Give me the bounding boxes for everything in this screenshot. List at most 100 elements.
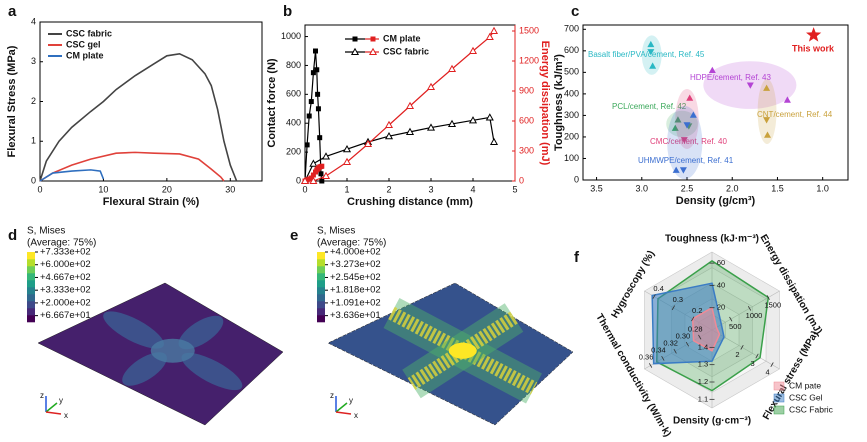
- y2-axis-label: Energy dissipation (mJ): [539, 41, 551, 166]
- y-axis-label: Contact force (N): [266, 58, 278, 148]
- data-point: [489, 137, 499, 146]
- x-tick-label: 1: [344, 184, 349, 194]
- legend-swatch: [773, 393, 785, 403]
- data-point: [342, 144, 352, 153]
- y2-tick-label: 300: [519, 145, 534, 155]
- stress-arm: [178, 315, 224, 350]
- radar-tick: [755, 353, 759, 359]
- y-axis-label: Toughness (kJ/m³): [553, 54, 565, 151]
- y-tick-label: 1: [31, 136, 36, 146]
- triad-label: x: [64, 411, 68, 420]
- data-point: [426, 82, 436, 91]
- colorbar-label: +4.000e+02: [330, 247, 381, 258]
- legend-marker: [352, 36, 358, 42]
- data-point: [649, 62, 657, 69]
- legend-label: CSC fabric: [66, 28, 112, 38]
- y-tick-label: 1000: [281, 31, 301, 41]
- colorbar-label: +2.000e+02: [40, 297, 91, 308]
- radar-tick: [648, 363, 653, 368]
- radar-axis-label: Density (g·cm⁻³): [673, 416, 751, 427]
- group-label: HDPE/cement, Ref. 43: [690, 73, 771, 82]
- data-point: [683, 122, 691, 129]
- x-tick-label: 3.0: [636, 183, 649, 193]
- x-tick-label: 2.0: [726, 183, 739, 193]
- mesh-dots: [327, 282, 574, 426]
- colorbar-band: [27, 301, 35, 309]
- radar-tick: [685, 341, 690, 347]
- colorbar-label: +3.636e+01: [330, 310, 381, 321]
- data-point: [315, 91, 321, 97]
- colorbar-band: [27, 315, 35, 323]
- data-point: [319, 163, 325, 169]
- group-halo: [667, 105, 703, 180]
- data-point: [313, 48, 318, 54]
- data-point: [426, 123, 436, 131]
- legend-title: S, Mises: [27, 226, 65, 237]
- radar-tick: [747, 305, 752, 311]
- colorbar-label: +1.818e+02: [330, 285, 381, 296]
- x-tick-label: 1.5: [771, 183, 784, 193]
- data-point: [468, 116, 478, 124]
- radar-tick-label: 2: [735, 350, 739, 359]
- triad-label: z: [40, 391, 44, 400]
- data-point: [746, 82, 754, 89]
- radar-tick-label: 20: [717, 303, 725, 312]
- colorbar-band: [27, 266, 35, 274]
- x-axis-label: Flexural Strain (%): [103, 196, 200, 208]
- colorbar-label: +4.667e+02: [40, 272, 91, 283]
- data-point: [485, 32, 494, 41]
- y-tick-label: 800: [286, 60, 301, 70]
- colorbar-band: [317, 315, 325, 323]
- colorbar-label: +6.000e+02: [40, 259, 91, 270]
- colorbar-band: [27, 294, 35, 302]
- radar-tick-label: 1.3: [698, 360, 708, 369]
- data-point: [763, 117, 771, 124]
- radar-tick-label: 1.4: [698, 342, 708, 351]
- data-point: [309, 176, 318, 185]
- data-point: [300, 176, 310, 185]
- triad-label: y: [59, 396, 63, 405]
- colorbar-band: [317, 308, 325, 316]
- legend-marker: [350, 47, 360, 56]
- data-point: [308, 175, 314, 181]
- legend-label: CM pate: [789, 380, 821, 390]
- radar-tick-label: 3: [750, 359, 754, 368]
- radar-tick: [691, 316, 695, 322]
- data-point: [686, 94, 694, 101]
- radar-tick: [661, 355, 665, 361]
- legend-label: CSC fabric: [383, 46, 429, 56]
- data-point: [317, 135, 323, 141]
- group-halo: [757, 79, 777, 145]
- data-line: [39, 151, 225, 182]
- triad-x: [45, 411, 62, 415]
- data-point: [672, 166, 680, 173]
- group-label: UHMWPE/cement, Ref. 41: [638, 156, 734, 165]
- data-line: [39, 169, 105, 182]
- colorbar-label: +3.333e+02: [40, 285, 91, 296]
- data-point: [680, 137, 688, 144]
- x-axis-label: Crushing distance (mm): [347, 196, 473, 208]
- radar-tick: [766, 295, 770, 300]
- radar-tick: [770, 362, 774, 368]
- radar-tick-label: 0.36: [639, 353, 654, 362]
- x-axis-label: Density (g/cm³): [676, 195, 756, 207]
- data-point: [806, 27, 822, 42]
- radar-tick-label: 40: [717, 280, 725, 289]
- data-point: [321, 171, 331, 180]
- legend-marker: [370, 36, 376, 42]
- data-point: [674, 116, 682, 123]
- colorbar-label: +7.333e+02: [40, 247, 91, 258]
- stress-core: [150, 338, 195, 363]
- data-point: [485, 113, 494, 121]
- radar-tick-label: 500: [729, 322, 742, 331]
- colorbar-label: +1.091e+02: [330, 297, 381, 308]
- radar-tick-label: 0.32: [663, 338, 678, 347]
- data-point: [319, 178, 325, 184]
- legend-label: CSC gel: [66, 39, 101, 49]
- radar-tick-label: 1.1: [698, 394, 708, 403]
- colorbar-band: [317, 252, 325, 260]
- x-tick-label: 4: [470, 184, 475, 194]
- colorbar-band: [317, 280, 325, 288]
- radar-tick: [729, 316, 733, 322]
